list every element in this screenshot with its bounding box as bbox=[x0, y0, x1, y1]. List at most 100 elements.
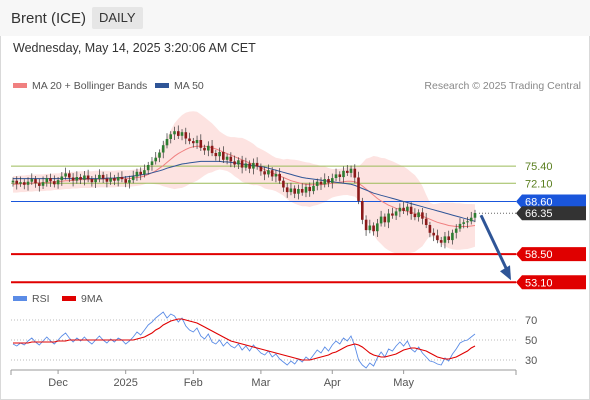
candle bbox=[150, 161, 154, 165]
rsi-label: RSI bbox=[32, 293, 50, 305]
candle bbox=[267, 170, 270, 175]
last-label-bg bbox=[516, 206, 586, 221]
candle bbox=[413, 214, 417, 218]
candle bbox=[368, 225, 372, 231]
legend-ma50: MA 50 bbox=[155, 80, 204, 92]
candle bbox=[331, 178, 334, 183]
candle bbox=[297, 189, 300, 194]
candle bbox=[319, 181, 323, 185]
candle bbox=[387, 213, 390, 223]
ma50-line bbox=[13, 160, 476, 222]
candle bbox=[15, 180, 18, 184]
candle bbox=[34, 179, 37, 184]
forecast-arrowhead bbox=[500, 265, 511, 281]
candle bbox=[255, 162, 259, 167]
candle bbox=[338, 174, 342, 177]
bollinger-band bbox=[13, 111, 475, 255]
rsi-tick-label: 30 bbox=[525, 355, 537, 367]
candle bbox=[466, 221, 469, 223]
candle bbox=[90, 179, 94, 183]
candle bbox=[120, 177, 124, 180]
candle bbox=[394, 211, 398, 216]
candle bbox=[458, 223, 462, 229]
rsi-ma-swatch bbox=[62, 295, 76, 301]
candle bbox=[300, 189, 304, 193]
candle bbox=[398, 207, 402, 212]
candle bbox=[161, 145, 165, 153]
candle bbox=[26, 181, 30, 185]
support-label-bg bbox=[516, 275, 586, 290]
rsi-tick-label: 50 bbox=[525, 335, 537, 347]
candle bbox=[207, 145, 210, 151]
candle bbox=[86, 175, 90, 180]
candle bbox=[376, 223, 379, 232]
candle bbox=[361, 201, 364, 220]
legend-ma20: MA 20 + Bollinger Bands bbox=[13, 80, 147, 92]
candle bbox=[312, 185, 315, 192]
candle bbox=[131, 176, 135, 181]
candle bbox=[180, 132, 184, 136]
legend-rsi: RSI bbox=[13, 293, 50, 305]
candle bbox=[421, 212, 424, 219]
candle bbox=[379, 216, 383, 224]
candle bbox=[323, 179, 326, 185]
forecast-arrow bbox=[479, 214, 510, 273]
candle bbox=[248, 163, 251, 169]
candle bbox=[308, 186, 311, 192]
candle bbox=[315, 181, 319, 186]
candle bbox=[128, 180, 131, 183]
candle bbox=[372, 225, 375, 232]
candle bbox=[49, 178, 52, 182]
candle bbox=[195, 140, 199, 144]
candle bbox=[188, 138, 191, 142]
candle bbox=[270, 170, 274, 177]
candle bbox=[304, 186, 308, 193]
ma20-swatch bbox=[13, 82, 27, 88]
rsi-tick-label: 70 bbox=[525, 315, 537, 327]
candle bbox=[432, 232, 435, 236]
timeframe-badge[interactable]: DAILY bbox=[92, 7, 143, 29]
x-tick-label: Dec bbox=[48, 377, 68, 389]
candle bbox=[349, 168, 353, 173]
candle bbox=[94, 179, 97, 183]
candle bbox=[30, 179, 34, 182]
candle bbox=[334, 174, 338, 178]
candle bbox=[116, 177, 120, 181]
candle bbox=[454, 228, 458, 233]
candle bbox=[192, 141, 195, 144]
candle bbox=[409, 206, 413, 214]
candle bbox=[293, 188, 296, 194]
candle bbox=[19, 182, 22, 184]
rsi-ma-line bbox=[13, 318, 476, 361]
candle bbox=[282, 180, 285, 188]
candle bbox=[177, 131, 180, 136]
candle bbox=[244, 163, 248, 168]
candle bbox=[214, 153, 218, 157]
candle bbox=[139, 171, 142, 175]
ma50-swatch bbox=[155, 82, 169, 88]
candle bbox=[240, 160, 244, 168]
candle bbox=[436, 235, 439, 241]
ma20-label: MA 20 + Bollinger Bands bbox=[32, 80, 148, 92]
rsi-ma-label: 9MA bbox=[81, 293, 103, 305]
candle bbox=[462, 222, 465, 224]
candle bbox=[274, 173, 278, 177]
candle bbox=[101, 174, 105, 179]
candle bbox=[113, 178, 116, 181]
candle bbox=[199, 140, 203, 148]
last-label: 66.35 bbox=[525, 208, 553, 220]
candle bbox=[60, 176, 64, 181]
candle bbox=[237, 160, 240, 165]
candle bbox=[402, 207, 405, 211]
legend-rsi-ma: 9MA bbox=[62, 293, 103, 305]
candle bbox=[218, 152, 221, 157]
candle bbox=[68, 173, 71, 178]
candle bbox=[417, 212, 420, 218]
candle bbox=[252, 162, 255, 169]
candle bbox=[285, 187, 289, 193]
candle bbox=[98, 174, 101, 180]
research-credit: Research © 2025 Trading Central bbox=[424, 80, 581, 92]
candle bbox=[357, 177, 360, 201]
candle bbox=[278, 173, 281, 181]
